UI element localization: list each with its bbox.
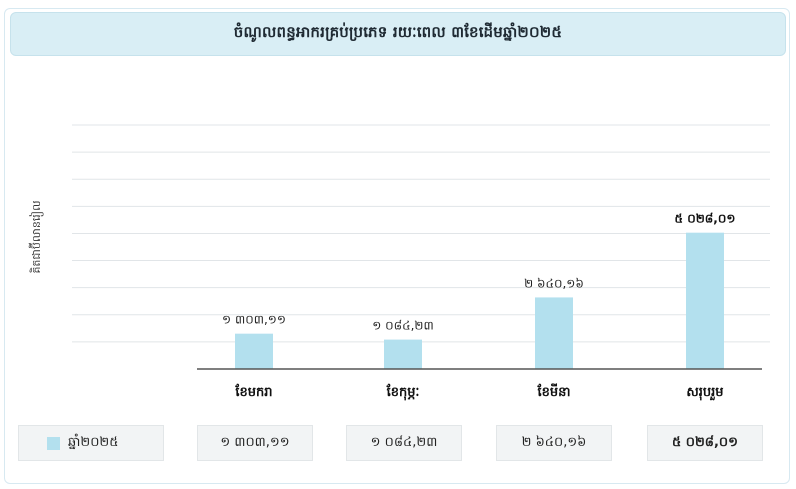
bar-2: [535, 297, 573, 369]
bar-3: [686, 232, 724, 369]
chart-title: ចំណូលពន្ធអាករគ្រប់ប្រភេទ រយៈពេល ៣ខែដើមឆ្…: [233, 23, 563, 41]
category-label-0: ខែមករា: [234, 383, 272, 400]
category-label-3: សរុបរួម: [686, 385, 723, 401]
chart-title-bar: ចំណូលពន្ធអាករគ្រប់ប្រភេទ រយៈពេល ៣ខែដើមឆ្…: [10, 12, 786, 56]
bar-1: [384, 339, 422, 369]
table-value-total: ៥ ០២៨,០១: [672, 434, 738, 450]
legend-cell: ឆ្នាំ២០២៥: [18, 425, 164, 461]
bars: [235, 232, 724, 369]
y-axis-label: គិតជាប៊ីលានរៀល: [28, 200, 44, 273]
bar-value-label-3: ៥ ០២៨,០១: [675, 212, 736, 226]
table-cell-february: ១ ០៨៤,២៣: [346, 425, 462, 461]
bar-value-label-2: ២ ៦៤០,១៦: [524, 276, 584, 290]
category-label-2: ខែមីនា: [536, 383, 570, 400]
table-cell-total: ៥ ០២៨,០១: [647, 425, 763, 461]
table-value-march: ២ ៦៤០,១៦: [521, 434, 587, 450]
category-labels: ខែមករា ខែកុម្ភៈ ខែមីនា សរុបរួម: [234, 383, 723, 401]
legend-swatch: [47, 436, 60, 450]
table-value-february: ១ ០៨៤,២៣: [370, 434, 438, 450]
table-value-january: ១ ៣០៣,១១: [220, 434, 290, 450]
bar-0: [235, 333, 273, 369]
value-labels: ១ ៣០៣,១១ ១ ០៨៤,២៣ ២ ៦៤០,១៦ ៥ ០២៨,០១: [222, 212, 735, 333]
table-cell-january: ១ ៣០៣,១១: [197, 425, 313, 461]
table-cell-march: ២ ៦៤០,១៦: [496, 425, 612, 461]
gridlines: [72, 124, 770, 343]
legend-series-name: ឆ្នាំ២០២៥: [68, 434, 119, 450]
chart-frame: [4, 8, 790, 484]
bar-value-label-1: ១ ០៨៤,២៣: [372, 319, 434, 333]
bar-value-label-0: ១ ៣០៣,១១: [222, 313, 286, 327]
category-label-1: ខែកុម្ភៈ: [386, 383, 420, 401]
